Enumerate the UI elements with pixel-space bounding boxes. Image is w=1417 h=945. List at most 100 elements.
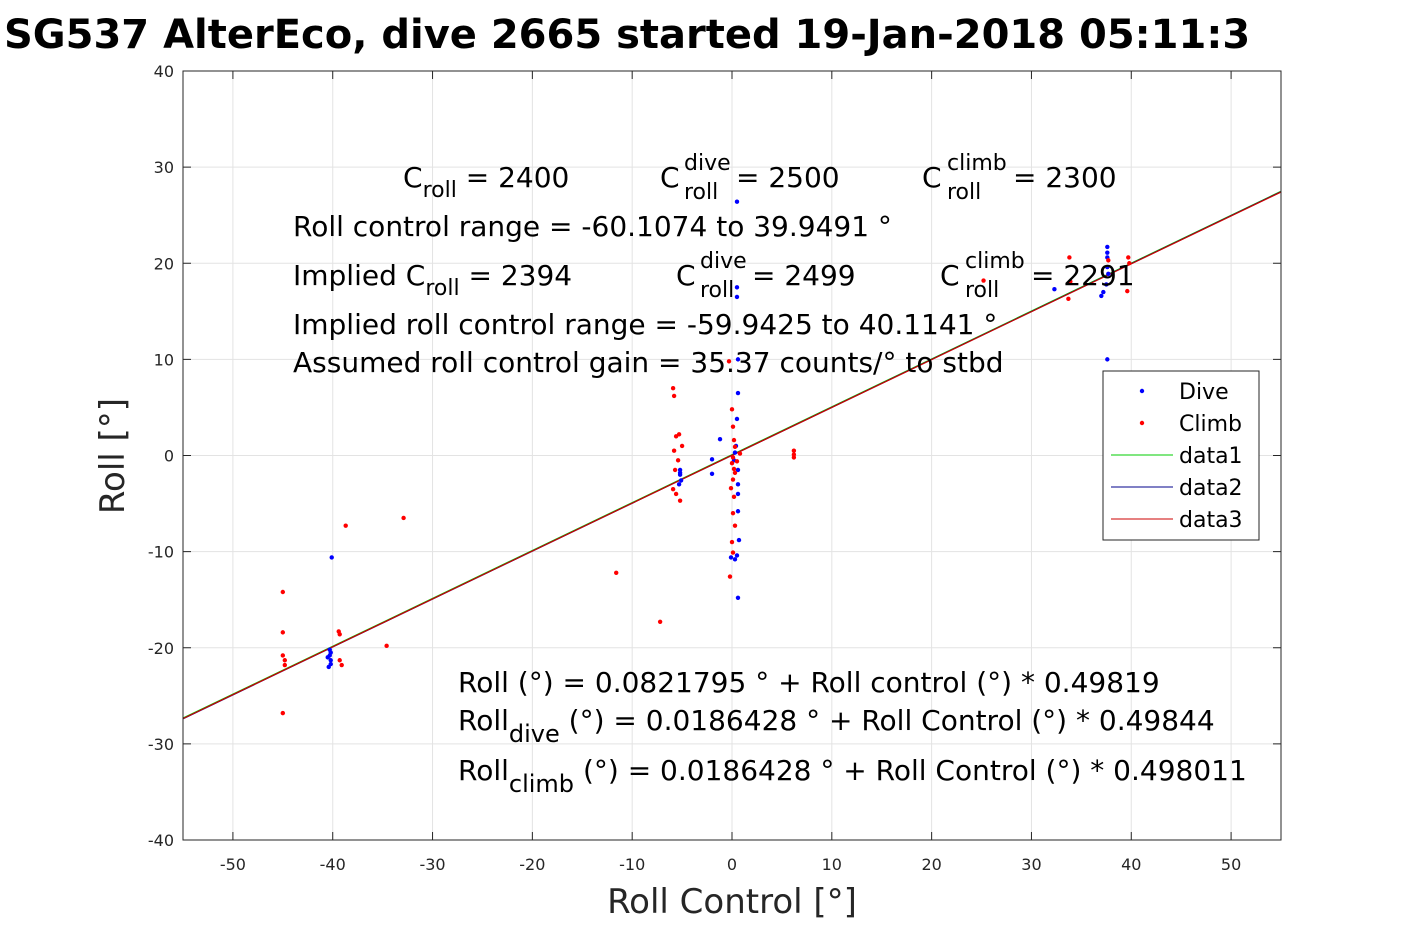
legend-data2-label: data2 [1179,476,1243,501]
dive-point [1106,271,1111,277]
climb-point [730,550,736,555]
dive-point [735,595,741,600]
climb-point [1125,288,1130,294]
climb-point [728,485,734,491]
climb-point [729,407,735,412]
climb-point [671,393,677,399]
x-tick-label: -10 [619,855,645,874]
chart-title: SG537 AlterEco, dive 2665 started 19-Jan… [4,12,1250,58]
climb-point [726,359,732,364]
c-roll-climb-annotation: C [922,161,942,194]
dive-point [1104,282,1109,287]
climb-point [791,455,797,460]
x-tick-label: 40 [1121,855,1141,874]
climb-point [282,658,288,663]
climb-point [339,662,344,668]
axis-ticks: -50 -40 -30 -20 -10 0 10 20 30 40 50 -40 -30 -20 -10 0 1… [148,62,1281,874]
legend-data1-label: data1 [1179,444,1243,469]
roll-control-range: Roll control range = -60.1074 to 39.9491… [293,210,892,243]
fit-lines [182,190,1282,720]
implied-c-roll-climb-sup: climb [965,249,1025,274]
dive-point [326,664,331,670]
c-roll-annotation: Croll = 2400 [403,161,569,203]
dive-point [732,557,738,562]
implied-c-roll-dive-sup: dive [700,249,747,274]
climb-point [1066,296,1071,302]
climb-point [730,510,736,516]
fit-line-data3 [182,191,1282,720]
y-tick-label: 30 [154,158,174,177]
implied-c-roll-climb-sub: roll [965,278,999,303]
implied-c-roll: Implied Croll = 2394 [293,259,572,301]
x-tick-label: 20 [921,855,941,874]
legend-climb-marker [1139,420,1145,426]
implied-c-roll-climb: C [940,259,960,292]
legend-dive-marker [1139,388,1145,394]
dive-point [1052,287,1057,292]
dive-point [709,457,715,462]
c-roll-dive-annotation: C [660,161,680,194]
dive-point [1105,244,1110,250]
y-tick-label: -40 [148,831,174,850]
climb-point [675,458,681,463]
climb-point [280,710,286,716]
climb-point [676,432,682,437]
dive-point [677,470,683,476]
x-tick-label: -40 [320,855,346,874]
c-roll-climb-sup: climb [947,151,1007,176]
climb-point [282,662,288,668]
c-roll-climb-sub: roll [947,180,981,205]
dive-point [676,482,682,487]
implied-c-roll-dive-sub: roll [700,278,734,303]
implied-c-roll-dive-value: = 2499 [752,259,856,292]
y-tick-label: -30 [148,735,174,754]
fit-equation-climb: Rollclimb (°) = 0.0186428 ° + Roll Contr… [458,754,1247,798]
dive-point [678,478,684,483]
dive-point [717,436,723,442]
climb-point [730,424,736,429]
y-tick-label: 10 [154,350,174,369]
climb-point [343,523,348,528]
legend: Dive Climb data1 data2 data3 [1102,370,1260,541]
dive-point [1105,264,1110,270]
climb-point [401,515,406,521]
dive-point [709,471,715,476]
fit-equation-all: Roll (°) = 0.0821795 ° + Roll control (°… [458,666,1160,699]
climb-point [337,658,342,663]
dive-point [735,357,741,362]
climb-point [677,498,683,503]
dive-point [328,658,333,663]
data-points [280,199,1132,716]
climb-point [679,443,685,449]
dive-point [728,555,734,560]
x-tick-label: -50 [220,855,246,874]
climb-point [734,459,740,464]
dive-point [734,416,740,422]
x-tick-label: 50 [1221,855,1241,874]
climb-point [280,630,286,635]
dive-point [325,655,330,660]
climb-point [670,486,676,492]
climb-point [729,539,735,545]
c-roll-dive-sub: roll [684,180,718,205]
climb-point [337,632,342,637]
dive-point [736,537,742,543]
y-tick-label: 20 [154,254,174,273]
climb-point [729,460,735,466]
dive-point [735,467,741,473]
climb-point [732,470,738,476]
implied-c-roll-dive: C [676,259,696,292]
y-tick-label: -20 [148,639,174,658]
dive-point [1101,289,1106,295]
climb-point [671,448,677,453]
x-tick-label: -30 [419,855,445,874]
x-axis-label: Roll Control [°] [607,882,857,922]
y-tick-label: 40 [154,62,174,81]
y-tick-label: -10 [148,543,174,562]
legend-dive-label: Dive [1179,380,1229,405]
climb-point [731,466,737,472]
implied-roll-control-range: Implied roll control range = -59.9425 to… [293,308,997,341]
climb-point [280,653,286,658]
climb-point [732,523,738,528]
